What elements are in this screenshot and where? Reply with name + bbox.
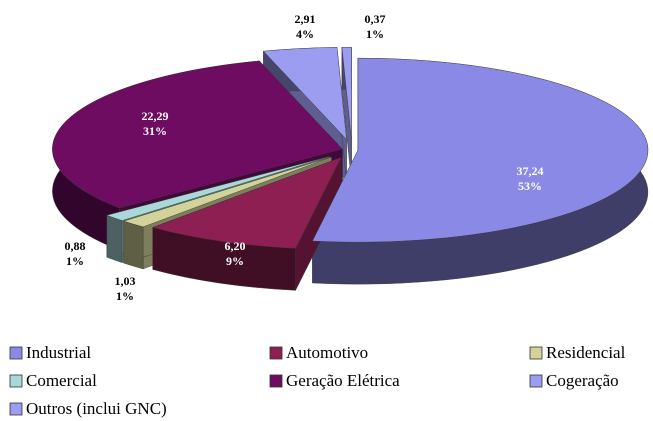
legend-swatch	[9, 402, 23, 416]
data-label: 22,29	[142, 109, 169, 123]
legend-label: Cogeração	[546, 371, 619, 390]
percent-label: 1%	[366, 27, 384, 41]
legend-label: Comercial	[26, 371, 97, 390]
data-label: 1,03	[115, 274, 136, 288]
percent-label: 4%	[296, 27, 314, 41]
legend-swatch	[9, 374, 23, 388]
pie-slice	[263, 47, 347, 140]
pie-slice	[123, 156, 332, 228]
pie-slice	[312, 57, 649, 243]
legend-label: Geração Elétrica	[286, 371, 400, 390]
legend-label: Automotivo	[286, 343, 368, 362]
legend-label: Residencial	[546, 343, 626, 362]
legend-label: Industrial	[26, 343, 91, 362]
percent-label: 9%	[226, 254, 244, 268]
legend-swatch	[269, 374, 283, 388]
slice-side	[123, 220, 144, 270]
data-label: 0,88	[65, 239, 86, 253]
legend-swatch	[269, 346, 283, 360]
data-label: 2,91	[295, 12, 316, 26]
data-label: 0,37	[365, 12, 386, 26]
pie-slice	[106, 156, 330, 221]
legend-label: Outros (inclui GNC)	[26, 399, 167, 418]
percent-label: 1%	[66, 254, 84, 268]
data-label: 6,20	[225, 239, 246, 253]
legend-swatch	[9, 346, 23, 360]
pie-slice	[341, 47, 352, 140]
pie-slice	[152, 157, 342, 249]
percent-label: 31%	[143, 124, 167, 138]
legend-swatch	[529, 374, 543, 388]
data-label: 37,24	[517, 164, 544, 178]
pie-slice	[52, 60, 343, 209]
legend-swatch	[529, 346, 543, 360]
percent-label: 1%	[116, 289, 134, 303]
percent-label: 53%	[518, 179, 542, 193]
slice-side	[106, 214, 123, 263]
